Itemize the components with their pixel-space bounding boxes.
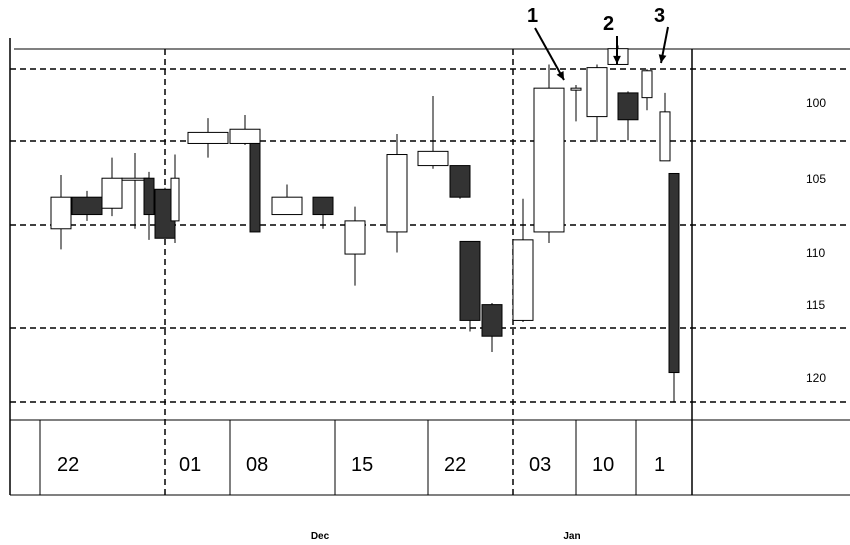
y-axis-ticks: 100 105 110 115 120	[806, 96, 826, 385]
x-axis-ticks: 22 01 08 15 22 03 10 1	[57, 454, 665, 476]
candle-body	[659, 111, 671, 162]
x-tick-label: 10	[592, 454, 614, 476]
candle-body	[449, 165, 471, 198]
chart-frame	[9, 38, 850, 496]
annotation-label: 1	[527, 5, 538, 27]
month-label: Dec	[311, 531, 330, 542]
candle-body	[617, 92, 639, 121]
candle-body	[481, 304, 503, 337]
annotation-arrowhead	[613, 55, 621, 64]
candle-body	[187, 131, 229, 144]
annotation-label: 3	[654, 5, 665, 27]
x-tick-label: 15	[351, 454, 373, 476]
candle-body	[229, 128, 261, 144]
candle-body	[512, 239, 534, 321]
candle-body	[71, 196, 103, 216]
candle-body	[641, 70, 653, 99]
candle-body	[533, 87, 565, 233]
y-tick-label: 110	[806, 246, 825, 260]
candle-body	[271, 196, 303, 216]
candle-body	[417, 150, 449, 167]
candle-body	[386, 154, 408, 233]
candles-group	[50, 45, 680, 403]
y-tick-label: 100	[806, 96, 826, 110]
y-tick-label: 115	[806, 298, 825, 312]
month-label: Jan	[563, 531, 580, 542]
grid-lines	[10, 49, 850, 495]
annotation-label: 2	[603, 13, 614, 35]
x-tick-label: 22	[57, 454, 79, 476]
y-tick-label: 105	[806, 172, 826, 186]
candle-body	[143, 177, 155, 216]
candle-body	[668, 172, 680, 374]
annotation-arrowhead	[658, 54, 667, 63]
candle-body	[170, 177, 180, 222]
candle-body	[459, 240, 481, 321]
x-tick-label: 01	[179, 454, 201, 476]
candle-body	[570, 87, 582, 91]
x-tick-label: 08	[246, 454, 268, 476]
x-tick-label: 1	[654, 454, 665, 476]
x-tick-label: 03	[529, 454, 551, 476]
annotation-arrowhead	[556, 71, 564, 80]
annotation-arrow-line	[534, 27, 565, 81]
candle-body	[50, 196, 72, 230]
candle-body	[249, 142, 261, 233]
candle-body	[101, 177, 123, 209]
candle-body	[312, 196, 334, 216]
month-labels: Dec Jan	[311, 531, 581, 542]
x-tick-label: 22	[444, 454, 466, 476]
candle-body	[586, 67, 608, 118]
candle-body	[344, 220, 366, 255]
y-tick-label: 120	[806, 371, 826, 385]
annotations-group: 1 2 3	[527, 5, 669, 81]
